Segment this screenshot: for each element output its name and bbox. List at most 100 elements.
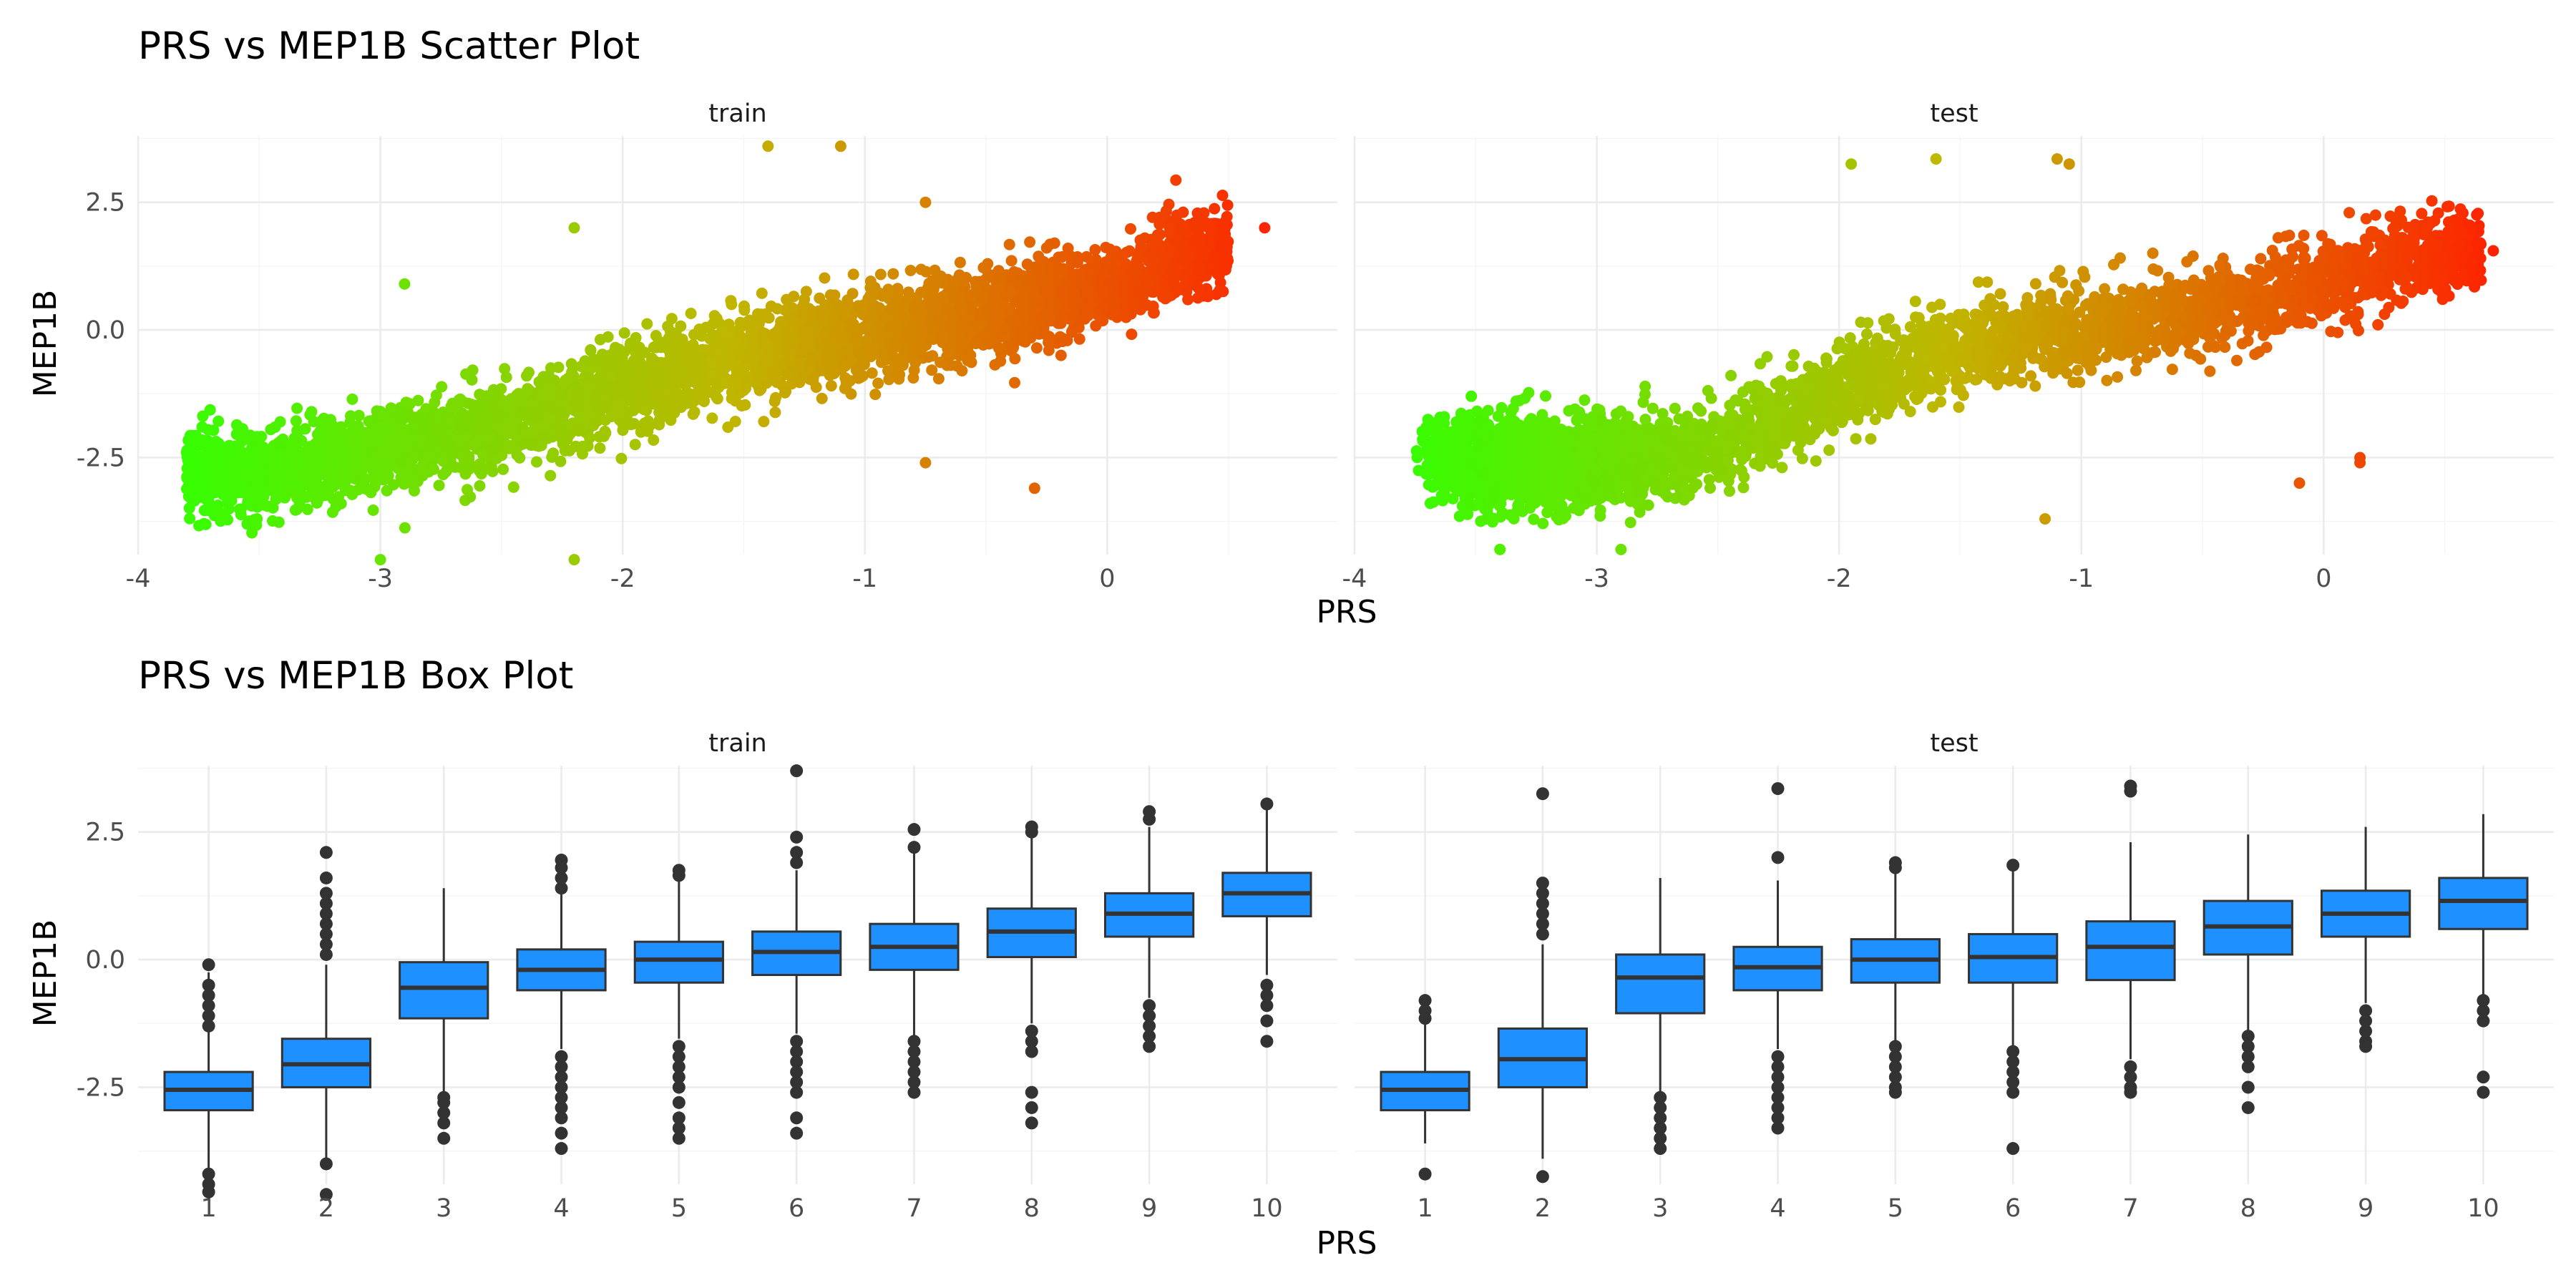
scatter-point xyxy=(1221,199,1234,211)
scatter-point xyxy=(1216,190,1229,201)
scatter-point xyxy=(253,451,265,463)
scatter-point xyxy=(760,308,772,320)
scatter-point xyxy=(722,421,734,433)
scatter-point xyxy=(353,409,365,421)
scatter-point xyxy=(1206,218,1218,230)
scatter-point xyxy=(463,450,475,462)
scatter-point xyxy=(1110,258,1122,269)
scatter-point xyxy=(981,306,992,318)
scatter-point xyxy=(846,355,858,367)
scatter-point xyxy=(196,421,208,433)
scatter-point xyxy=(577,440,589,452)
scatter-point xyxy=(826,340,838,352)
scatter-point xyxy=(568,554,580,566)
scatter-point xyxy=(1111,311,1123,323)
scatter-point xyxy=(638,417,650,429)
scatter-point xyxy=(464,413,477,425)
scatter-point xyxy=(869,389,882,401)
scatter-point xyxy=(705,369,717,381)
scatter-point xyxy=(1009,353,1021,365)
scatter-point xyxy=(1209,203,1221,215)
scatter-point xyxy=(841,294,854,306)
scatter-point xyxy=(897,303,909,316)
scatter-point xyxy=(595,381,607,393)
scatter-point xyxy=(2343,207,2356,219)
scatter-point xyxy=(1073,333,1085,345)
scatter-point xyxy=(499,363,511,375)
scatter-point xyxy=(1171,209,1183,221)
scatter-point xyxy=(708,386,720,398)
scatter-point xyxy=(840,380,852,392)
scatter-point xyxy=(723,318,735,331)
scatter-point xyxy=(222,440,234,452)
scatter-point xyxy=(839,304,851,316)
scatter-point xyxy=(620,361,632,374)
scatter-point xyxy=(1118,286,1130,298)
scatter-point xyxy=(780,386,791,397)
scatter-point xyxy=(1116,270,1128,282)
scatter-point xyxy=(693,323,706,336)
scatter-point xyxy=(625,337,637,349)
scatter-point xyxy=(660,409,672,421)
scatter-point xyxy=(617,424,629,436)
scatter-point xyxy=(241,518,253,530)
scatter-point xyxy=(947,275,959,288)
scatter-point xyxy=(531,456,542,468)
scatter-point xyxy=(203,468,215,480)
scatter-point xyxy=(1170,174,1182,186)
scatter-point xyxy=(824,350,836,362)
scatter-point xyxy=(482,421,494,434)
scatter-point xyxy=(424,440,436,452)
scatter-point xyxy=(688,406,701,418)
scatter-point xyxy=(612,346,624,358)
scatter-point xyxy=(615,452,628,464)
scatter-point xyxy=(387,479,399,491)
scatter-point xyxy=(585,345,597,356)
scatter-point xyxy=(905,350,917,362)
scatter-point xyxy=(572,425,585,436)
scatter-point xyxy=(915,263,927,275)
scatter-point xyxy=(1205,228,1217,240)
scatter-point xyxy=(180,447,192,459)
scatter-point xyxy=(992,273,1004,285)
scatter-point xyxy=(937,336,949,348)
scatter-point xyxy=(514,452,526,464)
scatter-point xyxy=(358,477,370,489)
scatter-point xyxy=(905,333,917,345)
scatter-point xyxy=(512,396,525,409)
scatter-point xyxy=(1134,234,1146,246)
scatter-point xyxy=(1861,328,1873,340)
scatter-point xyxy=(668,333,680,345)
scatter-point xyxy=(251,513,263,525)
scatter-point xyxy=(340,463,352,475)
scatter-point xyxy=(546,451,558,463)
scatter-point xyxy=(769,406,781,419)
scatter-point xyxy=(346,489,358,500)
scatter-point xyxy=(252,474,263,487)
scatter-point xyxy=(1131,265,1143,278)
scatter-point xyxy=(786,302,798,314)
scatter-point xyxy=(919,196,932,208)
scatter-point xyxy=(801,328,813,341)
scatter-point xyxy=(1172,264,1184,276)
scatter-point xyxy=(507,481,519,493)
scatter-point xyxy=(1080,308,1093,320)
scatter-point xyxy=(213,415,225,427)
scatter-point xyxy=(1056,336,1068,348)
scatter-point xyxy=(394,406,406,419)
scatter-panel-train xyxy=(137,136,1337,566)
scatter-point xyxy=(1166,274,1179,286)
scatter-point xyxy=(893,373,905,385)
scatter-point xyxy=(290,415,302,427)
scatter-point xyxy=(1196,249,1209,261)
scatter-point xyxy=(675,394,688,406)
scatter-point xyxy=(874,268,887,280)
scatter-point xyxy=(769,396,781,407)
scatter-point xyxy=(568,222,580,234)
scatter-point xyxy=(303,441,316,453)
scatter-point xyxy=(354,467,366,479)
scatter-point xyxy=(763,350,774,362)
scatter-point xyxy=(638,404,650,415)
scatter-point xyxy=(937,291,949,303)
scatter-point xyxy=(705,356,717,369)
